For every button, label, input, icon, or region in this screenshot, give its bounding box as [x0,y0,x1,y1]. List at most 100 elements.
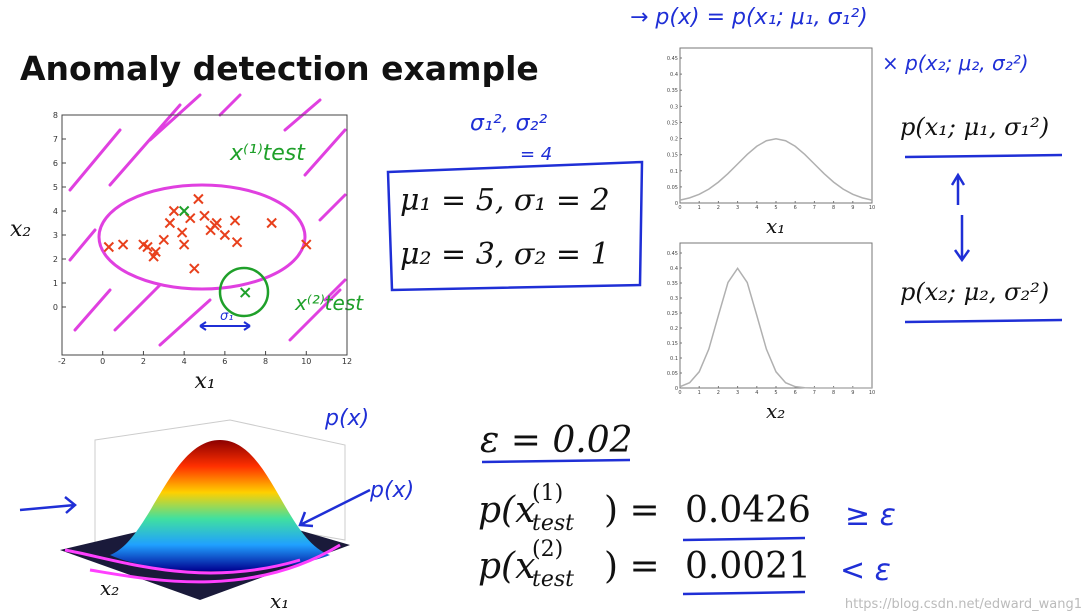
x-tick-label: -2 [58,357,66,366]
param-box [386,160,644,292]
p-test1: p(x(1) test) = 0.0426 [478,481,811,536]
y-tick-label: 0.25 [667,120,678,126]
point [301,239,312,250]
p-sub: test [532,567,574,592]
y-tick-label: 0.1 [670,356,678,362]
x-tick-label: 6 [794,390,797,396]
x-axis-label: x₁ [766,214,785,238]
y-tick-label: 0.3 [670,104,678,110]
point [158,234,169,246]
x-tick-label: 9 [851,390,854,396]
x-tick-label: 1 [698,390,701,396]
x-tick-label: 6 [794,205,797,211]
y-tick-label: 0.2 [670,326,678,332]
px1: p(x₁; μ₁, σ₁²) [900,113,1049,141]
product-note2: × p(x₂; μ₂, σ₂²) [882,51,1029,75]
x-tick-label: 3 [736,205,739,211]
slide-title: Anomaly detection example [20,49,539,88]
curve [679,266,872,389]
x-tick-label: 1 [698,205,701,211]
point [229,215,241,226]
axes-box [679,242,873,389]
x-tick-label: 12 [342,357,352,366]
y-tick-label: 2 [53,255,58,264]
underline [682,590,806,596]
x-tick-label: 0 [678,390,681,396]
point [240,287,251,298]
p-value: 0.0021 [685,546,811,587]
arrows [950,172,971,263]
mu2: μ₂ = 3, σ₂ = 1 [400,237,610,272]
x-tick-label: 0 [100,357,105,366]
y-tick-label: 0.4 [670,72,678,78]
arrow [19,496,77,514]
underline [904,153,1063,159]
p-test2: p(x(2) test) = 0.0021 [478,537,811,592]
x-tick-label: 2 [141,357,146,366]
y-tick-label: 0.2 [670,137,678,143]
y-tick-label: 3 [53,231,58,240]
point [189,263,200,274]
point [231,236,243,248]
surface-xlabel: x₂ [100,576,119,600]
p-sup: (2) [532,537,563,562]
y-tick-label: 1 [53,279,58,288]
surface-marks [64,543,341,584]
test2-label: x⁽²⁾test [294,291,364,315]
y-tick-label: 0.05 [667,371,678,377]
point [211,217,222,229]
x-tick-label: 10 [869,205,875,211]
surface-plot: x₂ x₁ [60,419,350,613]
point [193,193,204,205]
x-axis-label: x₂ [766,399,785,423]
x-tick-label: 8 [832,205,835,211]
point [178,239,190,250]
p-close: ) = [604,490,660,531]
px2: p(x₂; μ₂, σ₂²) [900,278,1049,306]
point [164,217,176,229]
axes-box [679,47,873,204]
x-axis-label: x₁ [195,369,216,394]
y-tick-label: 0.35 [667,88,678,94]
point [150,246,161,258]
px-side: p(x) [369,478,414,503]
y-tick-label: 0.25 [667,311,678,317]
x-tick-label: 2 [717,390,720,396]
y-tick-label: 0.45 [667,56,678,62]
product-note1: → p(x) = p(x₁; μ₁, σ₁²) [630,5,868,30]
x-tick-label: 9 [851,205,854,211]
epsilon: ε = 0.02 [480,420,633,461]
y-tick-label: 0.15 [667,153,678,159]
x-tick-label: 6 [222,357,227,366]
y-tick-label: 6 [53,159,58,168]
y-tick-label: 4 [53,207,58,216]
y-tick-label: 0 [675,201,678,207]
p-sub: test [532,511,574,536]
point [178,205,190,217]
y-axis-label: x₂ [10,217,31,242]
surface-ylabel: x₁ [270,589,289,613]
point [103,241,115,253]
x-tick-label: 5 [774,205,777,211]
y-tick-label: 0.35 [667,281,678,287]
y-tick-label: 0.05 [667,185,678,191]
x-tick-label: 4 [755,390,758,396]
test1-label: x⁽¹⁾test [229,141,306,166]
curve [679,137,873,201]
x-tick-label: 10 [869,390,875,396]
underline [481,458,631,464]
x-tick-label: 8 [832,390,835,396]
watermark: https://blog.csdn.net/edward_wang1 [845,597,1082,612]
point [176,227,188,238]
y-tick-label: 0.1 [670,169,678,175]
sigma-label: σ₁ [220,309,233,324]
x-tick-label: 4 [755,205,758,211]
point [168,205,180,217]
surface [110,440,330,572]
x-tick-label: 10 [301,357,311,366]
px-top: p(x) [324,406,369,431]
test-circle [218,266,270,318]
p-close: ) = [604,546,660,587]
x-tick-label: 2 [717,205,720,211]
